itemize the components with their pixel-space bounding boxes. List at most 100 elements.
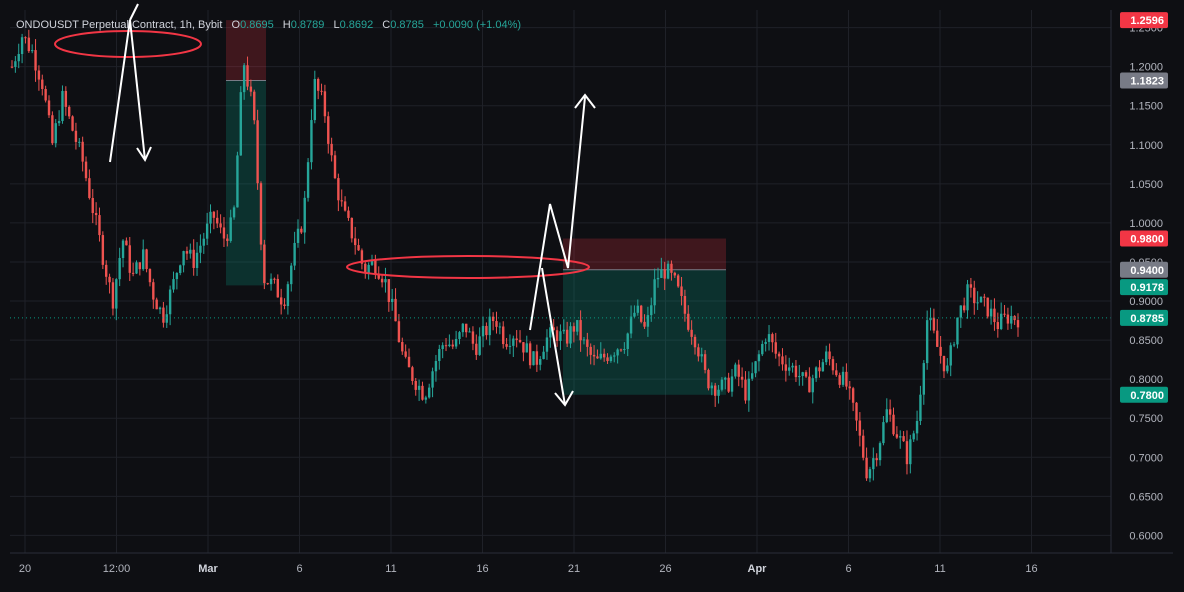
- candle-body: [189, 249, 192, 254]
- candle-body: [956, 317, 959, 345]
- price-tag-label: 0.9400: [1130, 265, 1164, 277]
- candle-body: [552, 327, 555, 331]
- candle-body: [142, 249, 145, 270]
- arrow-path[interactable]: [541, 267, 566, 406]
- stop-loss-zone[interactable]: [226, 20, 266, 81]
- candle-body: [902, 436, 905, 442]
- candle-body: [394, 298, 397, 322]
- candle-body: [471, 331, 475, 344]
- candle-body: [192, 249, 195, 268]
- candle-body: [327, 116, 330, 144]
- candle-body: [730, 376, 734, 392]
- stop-loss-zone[interactable]: [563, 238, 726, 270]
- candle-body: [347, 210, 350, 218]
- candle-body: [747, 378, 751, 401]
- candle-body: [290, 265, 293, 285]
- chart-header: ONDOUSDT Perpetual Contract, 1h, Bybit O…: [16, 19, 521, 31]
- candle-body: [983, 296, 986, 298]
- candle-body: [525, 343, 528, 353]
- candle-body: [1006, 314, 1010, 324]
- candle-body: [54, 123, 57, 144]
- candle-body: [814, 367, 818, 379]
- candle-body: [932, 317, 936, 331]
- candle-body: [343, 201, 347, 211]
- candle-body: [969, 284, 973, 288]
- price-tick-label: 0.8500: [1129, 335, 1163, 347]
- candle-body: [549, 327, 552, 338]
- take-profit-zone[interactable]: [226, 80, 266, 286]
- candle-body: [14, 61, 17, 67]
- price-tag-label: 1.1823: [1130, 76, 1164, 88]
- candle-body: [616, 349, 619, 356]
- candle-body: [162, 307, 165, 323]
- candle-body: [734, 364, 737, 377]
- candle-body: [168, 289, 172, 315]
- arrow-path[interactable]: [129, 3, 139, 21]
- candle-body: [428, 387, 431, 398]
- candle-body: [216, 217, 219, 224]
- candle-body: [545, 337, 549, 352]
- price-axis[interactable]: 1.25001.20001.15001.10001.05001.00000.95…: [1129, 23, 1163, 543]
- candle-body: [421, 385, 424, 400]
- price-tag-label: 0.7800: [1130, 390, 1164, 402]
- candle-body: [976, 302, 979, 304]
- candle-body: [384, 279, 387, 283]
- price-tag-label: 0.8785: [1130, 313, 1164, 325]
- time-tick-label: 16: [1025, 563, 1037, 575]
- candle-body: [57, 121, 61, 124]
- candle-body: [623, 349, 626, 351]
- candle-body: [555, 330, 559, 341]
- candle-body: [397, 321, 401, 342]
- candle-body: [939, 346, 942, 356]
- candle-body: [158, 307, 162, 310]
- price-tick-label: 0.6000: [1129, 530, 1163, 542]
- candle-body: [794, 365, 798, 378]
- candle-body: [448, 344, 451, 346]
- candle-body: [377, 273, 380, 279]
- candle-body: [831, 359, 835, 371]
- candle-body: [61, 90, 64, 122]
- candle-body: [875, 458, 878, 461]
- candle-body: [757, 354, 761, 362]
- candle-body: [801, 372, 804, 376]
- candle-body: [966, 284, 969, 311]
- price-tick-label: 0.9000: [1129, 296, 1163, 308]
- candle-body: [565, 329, 569, 344]
- candle-body: [387, 279, 391, 302]
- candle-body: [862, 435, 865, 458]
- candle-body: [562, 329, 565, 332]
- candle-body: [596, 356, 599, 359]
- candle-body: [683, 296, 687, 314]
- candle-body: [27, 37, 31, 52]
- time-axis[interactable]: 20 12:00 Mar 6 11 16 21 26 Apr 6 11 16: [19, 563, 1038, 575]
- candle-body: [451, 344, 454, 347]
- price-tags: 1.2596 1.1823 0.9800 0.9400 0.9178 0.8785 0.78…: [1120, 12, 1168, 403]
- candle-body: [855, 402, 858, 421]
- ellipse-annotation[interactable]: [346, 255, 590, 279]
- candle-body: [105, 264, 108, 277]
- take-profit-zone[interactable]: [563, 269, 726, 395]
- time-tick-label: 26: [659, 563, 671, 575]
- candle-body: [872, 458, 875, 470]
- time-tick-label: 6: [296, 563, 302, 575]
- candle-body: [811, 378, 814, 393]
- price-tag-background: [1120, 12, 1168, 29]
- candle-body: [878, 443, 882, 461]
- arrow-path[interactable]: [529, 96, 586, 331]
- price-tag: 0.9800: [1120, 230, 1168, 247]
- price-tag-background: [1120, 279, 1168, 296]
- price-tick-label: 1.1000: [1129, 140, 1163, 152]
- candle-body: [232, 207, 236, 218]
- candle-body: [256, 120, 259, 184]
- candle-body: [115, 279, 118, 309]
- candle-body: [441, 345, 444, 350]
- candle-body: [505, 344, 508, 347]
- candle-body: [774, 342, 777, 354]
- price-tag: 0.8785: [1120, 309, 1168, 326]
- candle-body: [761, 343, 764, 355]
- candle-body: [629, 316, 633, 334]
- candle-body: [478, 336, 481, 355]
- candle-body: [44, 89, 47, 101]
